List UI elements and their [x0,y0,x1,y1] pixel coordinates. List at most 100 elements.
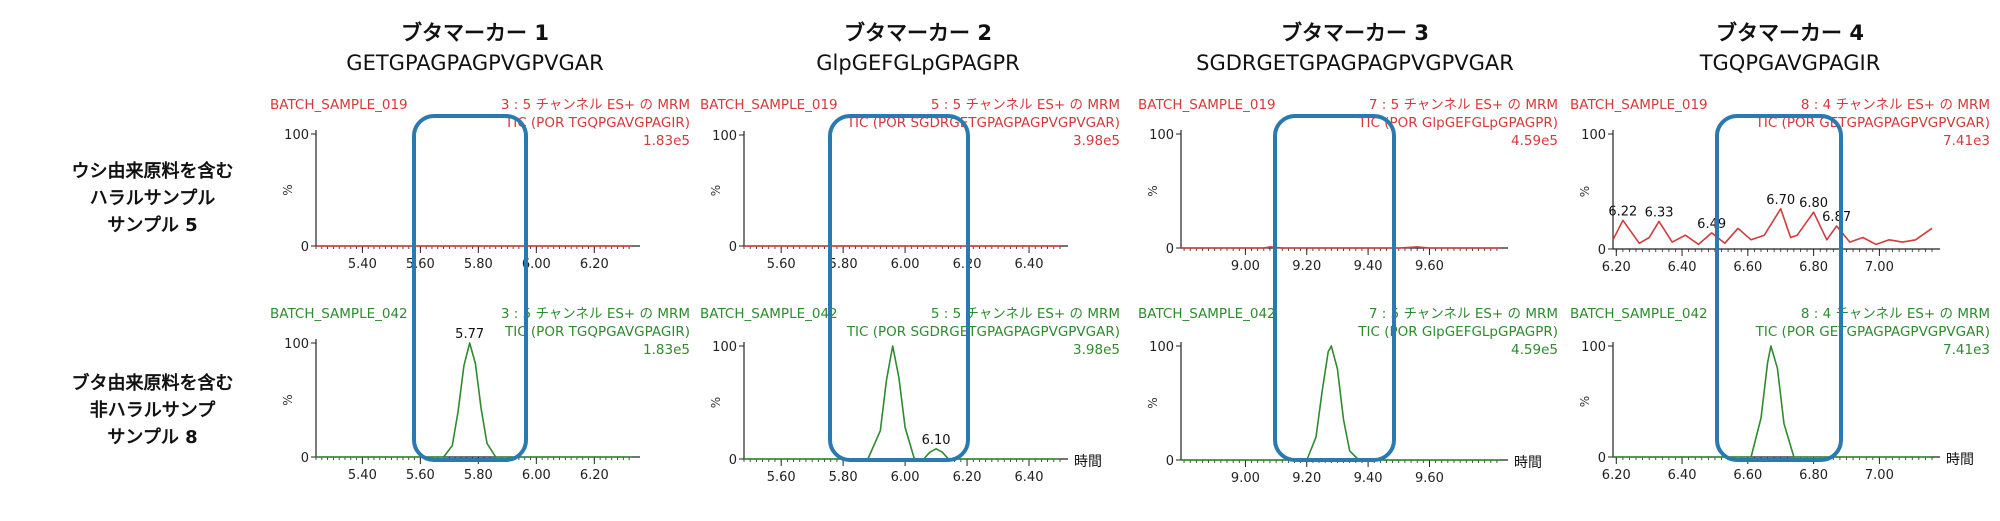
x-tick-label: 5.80 [829,257,858,272]
x-tick-label: 6.20 [1602,468,1631,483]
x-tick-label: 6.60 [1733,260,1762,275]
x-tick-label: 7.00 [1865,468,1894,483]
y-axis-label: % [1146,185,1160,196]
chromatogram-trace [1181,246,1500,249]
chromatogram-trace [1181,345,1500,461]
y-axis-label: % [281,394,295,405]
chromatogram-panel-r1c3: BATCH_SAMPLE_042 8 : 4 チャンネル ES+ の MRM T… [1570,305,1990,505]
x-tick-label: 6.20 [580,468,609,483]
marker-title: ブタマーカー 1 [401,21,549,45]
tic-label: TIC (POR GlpGEFGLpGPAGPR) [1358,324,1558,340]
peak-label: 6.80 [1799,196,1828,211]
y-tick-label: 0 [729,240,737,255]
channel-label: 7 : 5 チャンネル ES+ の MRM [1368,97,1558,113]
chromatogram-trace [316,342,632,458]
y-tick-label: 0 [1598,451,1606,466]
y-tick-label: 100 [712,129,737,144]
intensity-label: 3.98e5 [1073,342,1120,358]
sample-name: BATCH_SAMPLE_042 [700,306,838,322]
highlight-box-marker-2 [827,114,971,462]
time-axis-label: 時間 [1946,452,1974,468]
sample-name: BATCH_SAMPLE_019 [270,97,408,113]
peak-label: 6.22 [1608,204,1637,219]
x-tick-label: 5.60 [767,257,796,272]
y-tick-label: 0 [301,451,309,466]
x-tick-label: 7.00 [1865,260,1894,275]
y-tick-label: 100 [1581,340,1606,355]
x-tick-label: 9.00 [1231,471,1260,486]
chromatogram-panel-r1c1: BATCH_SAMPLE_042 5 : 5 チャンネル ES+ の MRM T… [700,305,1120,505]
y-tick-label: 0 [1166,454,1174,469]
intensity-label: 4.59e5 [1511,342,1558,358]
peptide-sequence: TGQPGAVGPAGIR [1699,51,1881,75]
x-tick-label: 6.20 [953,470,982,485]
column-title-1: ブタマーカー 1 GETGPAGPAGPVGPVGAR [265,18,685,78]
column-title-2: ブタマーカー 2 GlpGEFGLpGPAGPR [708,18,1128,78]
y-axis-label: % [1578,186,1592,197]
chromatogram-panel-r1c2: BATCH_SAMPLE_042 7 : 5 チャンネル ES+ の MRM T… [1138,305,1558,505]
highlight-box-marker-1 [411,114,528,462]
x-tick-label: 5.80 [464,257,493,272]
channel-label: 8 : 4 チャンネル ES+ の MRM [1800,97,1990,113]
intensity-label: 4.59e5 [1511,133,1558,149]
x-tick-label: 6.00 [891,470,920,485]
x-tick-label: 6.00 [522,257,551,272]
x-tick-label: 6.00 [522,468,551,483]
x-tick-label: 9.20 [1292,471,1321,486]
column-title-3: ブタマーカー 3 SGDRGETGPAGPAGPVGPVGAR [1145,18,1565,78]
tic-label: TIC (POR TGQPGAVGPAGIR) [504,324,690,340]
x-tick-label: 6.80 [1799,260,1828,275]
chromatogram-panel-r0c2: BATCH_SAMPLE_019 7 : 5 チャンネル ES+ の MRM T… [1138,96,1558,286]
tic-label: TIC (POR GETGPAGPAGPVGPVGAR) [1755,324,1990,340]
y-tick-label: 100 [284,128,309,143]
peptide-sequence: SGDRGETGPAGPAGPVGPVGAR [1196,51,1514,75]
x-tick-label: 9.00 [1231,259,1260,274]
row-label-line: ブタ由来原料を含む [71,373,234,394]
y-axis-label: % [1578,396,1592,407]
channel-label: 3 : 5 チャンネル ES+ の MRM [500,97,690,113]
x-tick-label: 5.40 [348,257,377,272]
row-label-line: サンプル 8 [107,427,198,448]
y-tick-label: 0 [1598,243,1606,258]
chromatogram-panel-r0c0: BATCH_SAMPLE_019 3 : 5 チャンネル ES+ の MRM T… [270,96,690,286]
sample-name: BATCH_SAMPLE_042 [1138,306,1276,322]
highlight-box-marker-4 [1714,114,1844,462]
row-label-line: ウシ由来原料を含む [71,161,234,182]
x-tick-label: 5.80 [829,470,858,485]
x-tick-label: 9.20 [1292,259,1321,274]
x-tick-label: 5.80 [464,468,493,483]
y-tick-label: 100 [1149,128,1174,143]
y-tick-label: 0 [729,453,737,468]
chromatogram-trace [1613,345,1932,458]
channel-label: 8 : 4 チャンネル ES+ の MRM [1800,306,1990,322]
row-label-line: ハラルサンプル [89,188,216,209]
x-tick-label: 9.40 [1354,471,1383,486]
row-label-non-halal: ブタ由来原料を含む 非ハラルサンプ サンプル 8 [20,370,285,451]
x-tick-label: 6.20 [580,257,609,272]
x-tick-label: 9.60 [1415,259,1444,274]
x-tick-label: 6.40 [1015,470,1044,485]
y-axis-label: % [709,185,723,196]
column-title-4: ブタマーカー 4 TGQPGAVGPAGIR [1580,18,2000,78]
tic-label: TIC (POR SGDRGETGPAGPAGPVGPVGAR) [846,115,1120,131]
chromatogram-trace [1612,208,1933,246]
sample-name: BATCH_SAMPLE_019 [700,97,838,113]
chromatogram-trace [744,345,1060,460]
x-tick-label: 6.40 [1668,260,1697,275]
chromatogram-panel-r1c0: BATCH_SAMPLE_042 3 : 5 チャンネル ES+ の MRM T… [270,305,690,505]
intensity-label: 7.41e3 [1943,342,1990,358]
peak-label: 6.10 [922,433,951,448]
channel-label: 3 : 5 チャンネル ES+ の MRM [500,306,690,322]
time-axis-label: 時間 [1074,454,1102,470]
x-tick-label: 6.60 [1733,468,1762,483]
x-tick-label: 9.40 [1354,259,1383,274]
peptide-sequence: GlpGEFGLpGPAGPR [816,51,1020,75]
marker-title: ブタマーカー 3 [1281,21,1429,45]
intensity-label: 3.98e5 [1073,133,1120,149]
channel-label: 5 : 5 チャンネル ES+ の MRM [930,97,1120,113]
x-tick-label: 6.40 [1015,257,1044,272]
row-label-line: サンプル 5 [107,215,198,236]
row-label-halal: ウシ由来原料を含む ハラルサンプル サンプル 5 [20,158,285,239]
sample-name: BATCH_SAMPLE_019 [1570,97,1708,113]
